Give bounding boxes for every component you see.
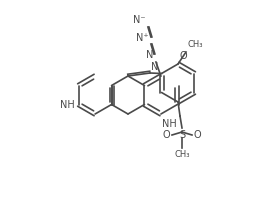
Text: S: S bbox=[179, 130, 185, 140]
Text: CH₃: CH₃ bbox=[188, 40, 204, 49]
Text: O: O bbox=[162, 130, 170, 140]
Text: N: N bbox=[146, 50, 153, 60]
Text: O: O bbox=[194, 130, 202, 140]
Text: N: N bbox=[151, 62, 158, 72]
Text: N⁻: N⁻ bbox=[133, 15, 146, 25]
Text: NH: NH bbox=[162, 119, 177, 129]
Text: CH₃: CH₃ bbox=[174, 150, 190, 159]
Text: N⁺: N⁺ bbox=[136, 33, 149, 43]
Text: O: O bbox=[180, 51, 188, 61]
Text: NH: NH bbox=[60, 99, 75, 109]
